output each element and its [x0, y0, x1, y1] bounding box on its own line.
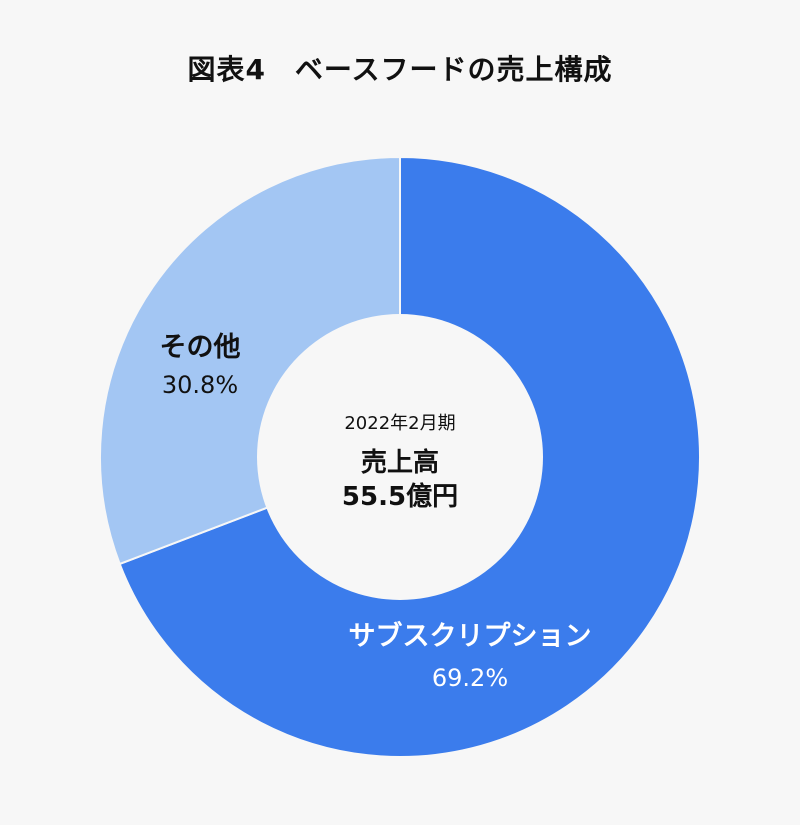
donut-hole	[257, 314, 543, 600]
center-total-label: 55.5億円	[342, 482, 458, 512]
slice-value-subscription: 69.2%	[432, 664, 508, 692]
slice-label-subscription: サブスクリプション	[349, 620, 592, 652]
slice-value-other: 30.8%	[162, 371, 238, 399]
chart-title: 図表4 ベースフードの売上構成	[187, 53, 613, 86]
center-period-label: 2022年2月期	[344, 413, 455, 434]
center-title-label: 売上高	[361, 447, 439, 478]
slice-label-other: その他	[160, 332, 241, 363]
